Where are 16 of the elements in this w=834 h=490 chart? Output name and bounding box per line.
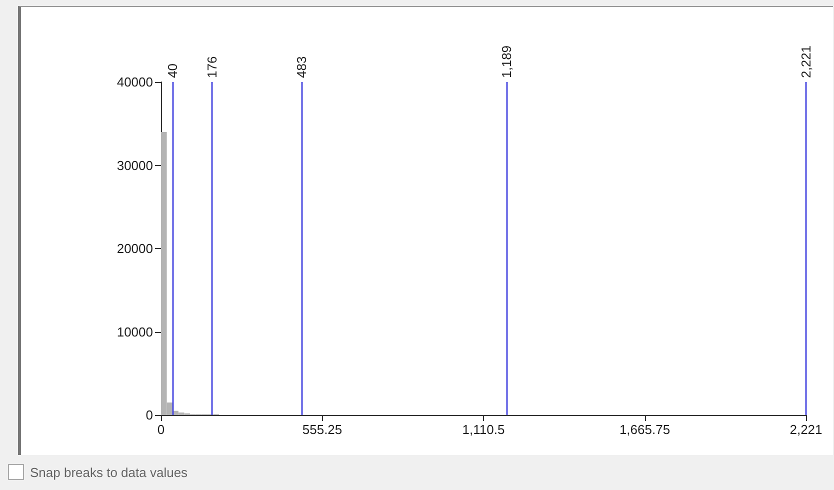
y-tick-label: 30000 xyxy=(116,158,153,173)
x-tick-label: 555.25 xyxy=(302,422,342,437)
ref-line-label: 2,221 xyxy=(798,45,814,78)
y-tick-label: 0 xyxy=(146,408,153,422)
ref-line-label: 1,189 xyxy=(498,45,514,78)
ref-line-label: 40 xyxy=(165,64,180,78)
x-tick-label: 0 xyxy=(157,422,165,437)
x-tick-label: 1,110.5 xyxy=(462,422,505,437)
y-tick-label: 40000 xyxy=(116,74,153,90)
ref-line-label: 176 xyxy=(204,56,220,78)
text: Snap breaks to data values xyxy=(30,464,188,480)
y-tick-label: 10000 xyxy=(116,324,153,340)
y-tick-label: 20000 xyxy=(116,241,153,256)
x-tick-label: 1,665.75 xyxy=(619,422,670,437)
x-tick-label: 2,221 xyxy=(790,422,822,437)
ref-line-label: 483 xyxy=(294,56,309,78)
